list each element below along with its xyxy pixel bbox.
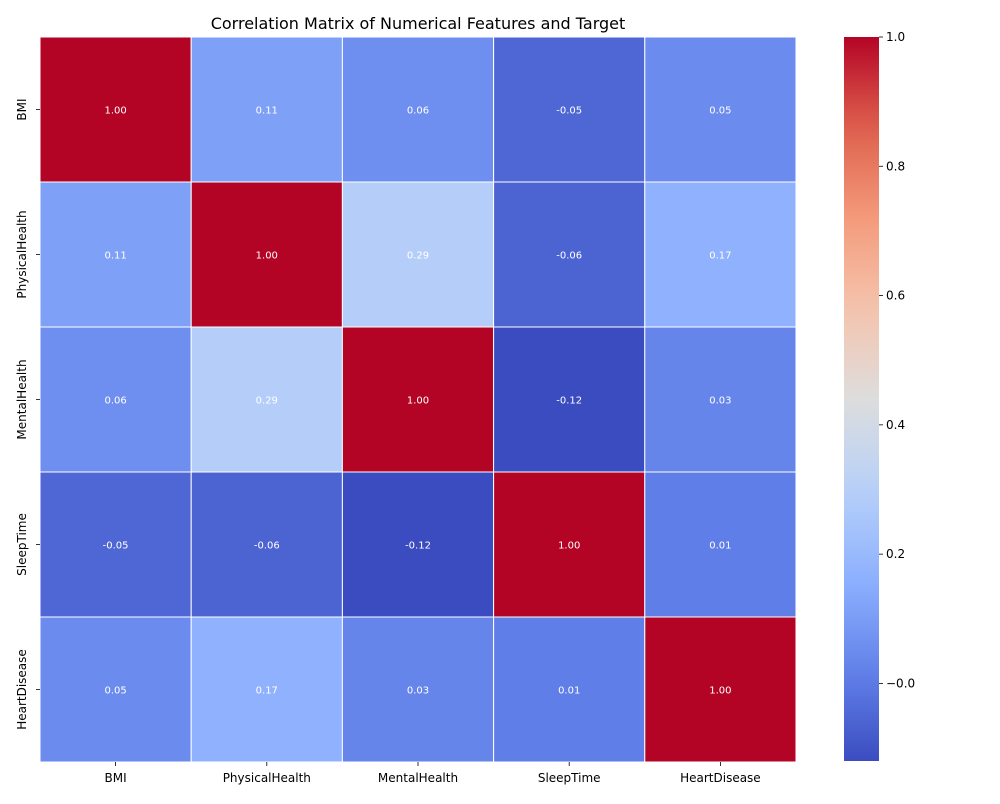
cell-value-label: -0.05 [103, 541, 129, 552]
cell-value-label: 1.00 [104, 106, 126, 117]
cell-value-labels: 1.00 0.11 0.06 -0.05 0.05 0.11 1.00 0.29 -0.06 0.… [103, 106, 732, 697]
colorbar-tick-label: 1.0 [886, 30, 905, 44]
x-tick-label: HeartDisease [680, 771, 761, 785]
cell-value-label: -0.05 [556, 106, 582, 117]
cell-value-label: 0.17 [709, 251, 731, 262]
y-tick-label: PhysicalHealth [15, 210, 29, 298]
heatmap-cell [493, 471, 646, 618]
colorbar-tick-label: 0.4 [886, 418, 905, 432]
heatmap-cell [644, 326, 797, 473]
heatmap-cell [39, 181, 192, 328]
heatmap-cell [39, 616, 192, 763]
colorbar-tick-label: 0.2 [886, 547, 905, 561]
cell-value-label: 0.05 [709, 106, 731, 117]
heatmap-cell [493, 36, 646, 183]
cell-value-label: 0.01 [709, 541, 731, 552]
heatmap-cell [190, 326, 343, 473]
x-axis: BMI PhysicalHealth MentalHealth SleepTime He… [105, 762, 761, 785]
colorbar-tick-label: 0.6 [886, 289, 905, 303]
heatmap-cell [644, 181, 797, 328]
heatmap-cell [190, 471, 343, 618]
cell-value-label: 0.01 [558, 686, 580, 697]
cell-value-label: 0.29 [407, 251, 429, 262]
y-tick-label: HeartDisease [15, 649, 29, 730]
cell-value-label: 0.06 [104, 396, 126, 407]
heatmap-cell [39, 36, 192, 183]
heatmap-cell [644, 471, 797, 618]
colorbar-tick-label: 0.8 [886, 159, 905, 173]
cell-value-label: -0.12 [556, 396, 582, 407]
y-tick-label: SleepTime [15, 513, 29, 576]
heatmap-cell [644, 616, 797, 763]
cell-value-label: 0.05 [104, 686, 126, 697]
x-tick-label: BMI [105, 771, 127, 785]
cell-value-label: 0.06 [407, 106, 429, 117]
x-tick-label: PhysicalHealth [223, 771, 311, 785]
cell-value-label: 1.00 [407, 396, 429, 407]
heatmap-cell [190, 36, 343, 183]
cell-value-label: -0.06 [254, 541, 280, 552]
cell-value-label: -0.12 [405, 541, 431, 552]
x-tick-label: SleepTime [538, 771, 601, 785]
heatmap-cell [341, 181, 495, 328]
cell-value-label: 0.03 [709, 396, 731, 407]
cell-value-label: 0.17 [256, 686, 278, 697]
x-tick-label: MentalHealth [378, 771, 458, 785]
heatmap-cell [644, 36, 797, 183]
cell-value-label: 0.29 [256, 396, 278, 407]
cell-value-label: 1.00 [558, 541, 580, 552]
cell-value-label: 1.00 [709, 686, 731, 697]
heatmap-cell [341, 616, 495, 763]
cell-value-label: 0.11 [256, 106, 278, 117]
cell-value-label: 0.03 [407, 686, 429, 697]
heatmap-cell [341, 471, 495, 618]
heatmap-cell [190, 616, 343, 763]
heatmap-cell [341, 326, 495, 473]
heatmap-cell [493, 326, 646, 473]
y-axis: BMI PhysicalHealth MentalHealth SleepTime He… [15, 98, 40, 730]
colorbar-tick-label: −0.0 [886, 676, 915, 690]
heatmap-cells [39, 36, 797, 763]
chart-title: Correlation Matrix of Numerical Features… [211, 14, 626, 33]
cell-value-label: 1.00 [256, 251, 278, 262]
y-tick-label: BMI [15, 98, 29, 120]
heatmap-cell [341, 36, 495, 183]
colorbar: −0.0 0.2 0.4 0.6 0.8 1.0 [844, 30, 915, 761]
colorbar-gradient [844, 37, 879, 761]
heatmap-cell [190, 181, 343, 328]
y-tick-label: MentalHealth [15, 359, 29, 439]
cell-value-label: 0.11 [104, 251, 126, 262]
cell-value-label: -0.06 [556, 251, 582, 262]
